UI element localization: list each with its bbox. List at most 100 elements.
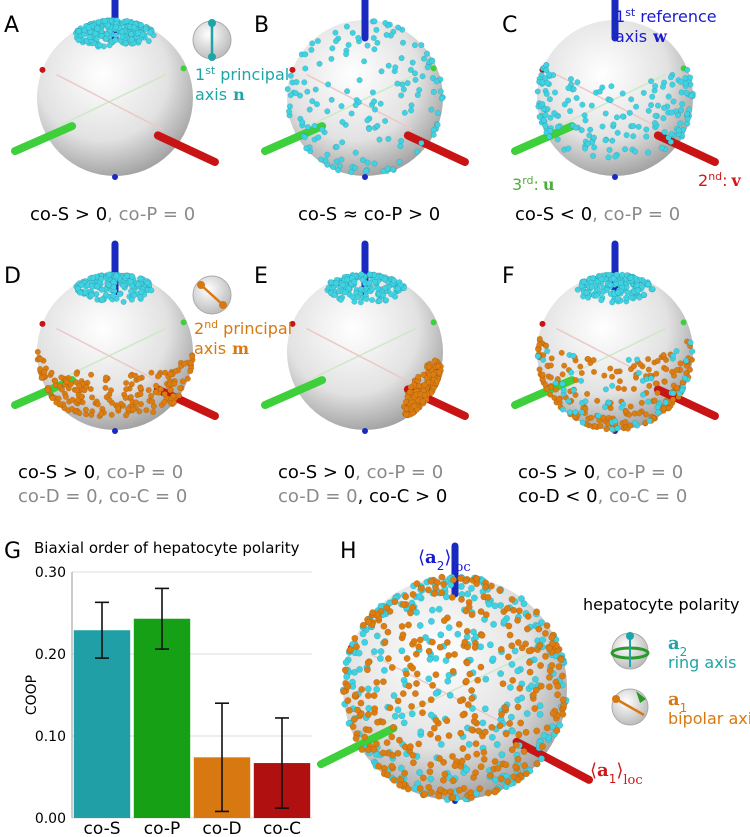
dot <box>137 275 144 282</box>
text-part: a <box>668 689 680 710</box>
dot <box>352 102 359 109</box>
dot <box>332 38 340 45</box>
dot <box>388 664 396 671</box>
dot <box>358 746 366 753</box>
dot <box>325 81 332 88</box>
dot <box>150 403 157 410</box>
dot <box>143 407 150 414</box>
dot <box>557 656 565 664</box>
dot <box>628 96 635 103</box>
dot <box>94 401 101 408</box>
dot <box>659 83 667 90</box>
y-tick-label: 0.20 <box>35 647 66 663</box>
dot <box>481 705 489 713</box>
dot <box>345 706 353 714</box>
dot <box>613 114 620 121</box>
dot <box>364 685 372 693</box>
dot <box>314 37 321 45</box>
dot <box>441 770 449 778</box>
dot <box>102 374 110 381</box>
dot <box>443 638 451 646</box>
dot <box>344 683 352 690</box>
text-part: , co-P = 0 <box>107 204 195 225</box>
dot <box>137 384 144 391</box>
dot <box>369 89 376 96</box>
dot <box>116 291 123 298</box>
dot <box>114 405 122 412</box>
dot <box>533 727 541 735</box>
dot <box>640 89 647 96</box>
dot <box>633 103 640 110</box>
dot <box>514 776 522 784</box>
axis-w-bottom <box>362 428 368 434</box>
dot <box>561 362 568 369</box>
dot <box>645 281 652 288</box>
dot <box>354 706 362 714</box>
dot <box>303 145 310 152</box>
dot <box>539 101 546 108</box>
dot <box>643 133 650 140</box>
dot <box>645 107 652 114</box>
axis-u <box>11 122 77 156</box>
dot <box>549 710 557 717</box>
dot <box>594 397 601 404</box>
dot <box>448 593 456 601</box>
dot <box>458 757 466 765</box>
dot <box>409 664 417 672</box>
text-part: w <box>652 27 668 46</box>
dot <box>543 724 551 732</box>
dot <box>58 374 65 381</box>
axis-u-back <box>180 65 187 72</box>
dot <box>579 419 586 426</box>
dot <box>516 684 524 692</box>
dot <box>380 291 387 299</box>
dot <box>411 690 419 698</box>
dot <box>613 368 620 375</box>
dot <box>443 717 451 725</box>
dot <box>491 602 499 610</box>
dot <box>404 785 412 793</box>
dot <box>661 378 668 385</box>
dot <box>526 668 534 676</box>
dot <box>383 604 391 612</box>
dot <box>534 88 541 95</box>
dot <box>648 78 655 85</box>
dot <box>683 357 690 364</box>
dot <box>665 405 672 412</box>
faint-axis <box>60 73 167 126</box>
x-tick-label: co-P <box>144 819 180 837</box>
text-part: axis <box>195 85 227 104</box>
dot <box>621 146 629 153</box>
dot <box>480 755 488 763</box>
panel-label: G <box>4 539 21 564</box>
dot <box>352 735 360 742</box>
dot <box>348 110 355 117</box>
dot <box>419 774 427 782</box>
dot <box>370 745 378 753</box>
dot <box>508 727 516 735</box>
dot <box>578 127 585 134</box>
dot <box>419 709 426 717</box>
dot <box>635 369 642 377</box>
dot <box>482 611 490 619</box>
dot <box>349 29 356 36</box>
dot <box>601 372 608 379</box>
dot <box>667 138 674 145</box>
dot <box>384 165 391 172</box>
dot <box>542 122 549 129</box>
dot <box>76 410 83 417</box>
dot <box>119 33 126 40</box>
dot <box>491 788 499 796</box>
dot <box>416 592 424 600</box>
dot <box>432 654 440 662</box>
text-part: ⟨ <box>590 760 597 781</box>
dot <box>658 144 665 151</box>
dot <box>400 719 408 727</box>
dot <box>391 277 398 284</box>
dot <box>463 627 471 635</box>
dot <box>342 659 350 666</box>
dot <box>365 704 373 712</box>
dot <box>359 276 366 283</box>
dot <box>424 64 431 71</box>
dot <box>94 25 101 32</box>
